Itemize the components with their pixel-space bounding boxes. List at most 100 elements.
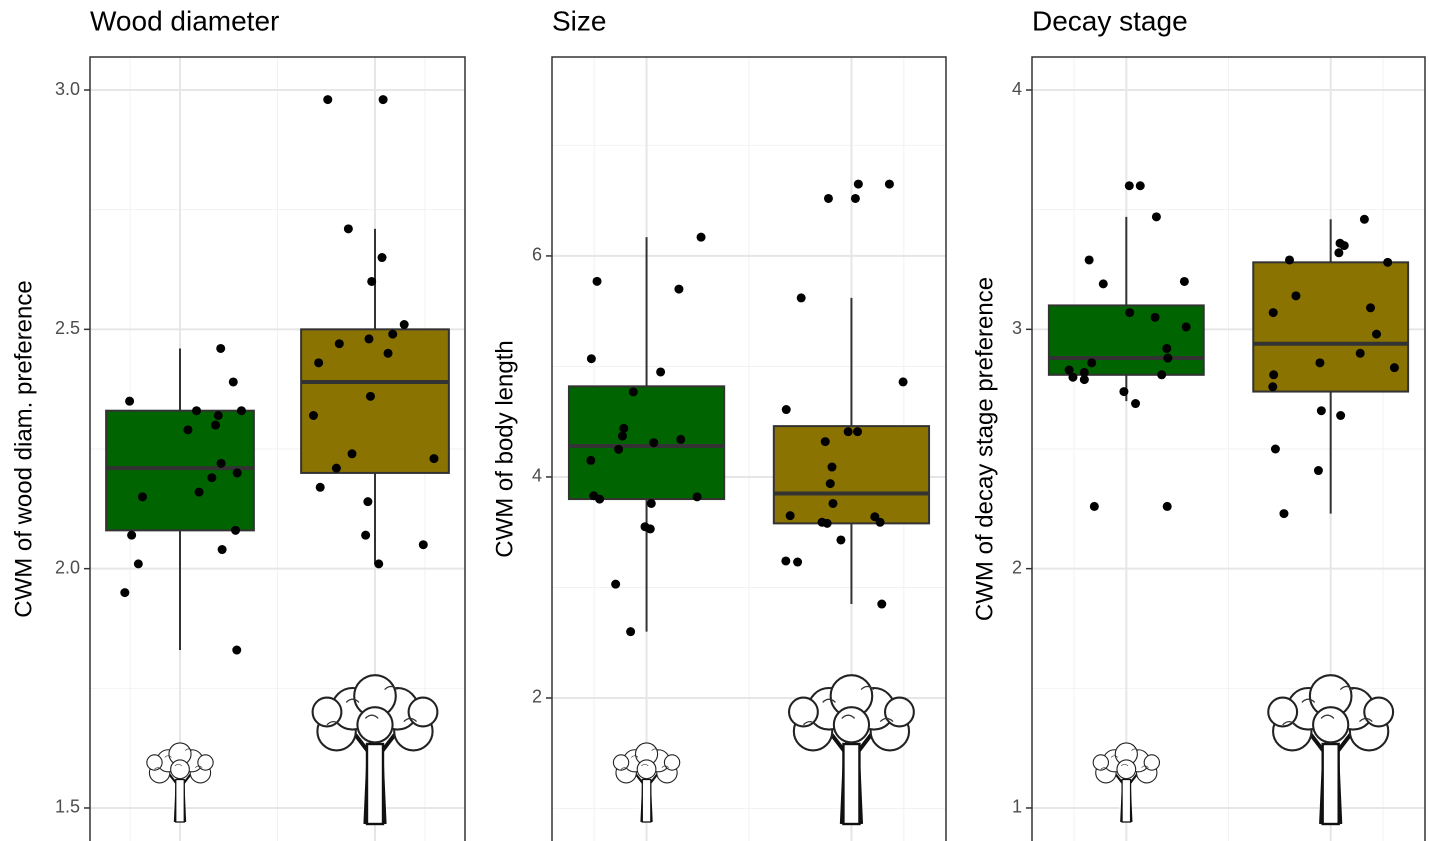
tree-icon — [613, 743, 679, 822]
data-point — [1125, 181, 1134, 190]
data-point — [211, 421, 220, 430]
y-tick-label: 2.5 — [55, 318, 80, 338]
data-point — [1131, 399, 1140, 408]
data-point — [1090, 502, 1099, 511]
data-point — [1360, 215, 1369, 224]
data-point — [826, 479, 835, 488]
data-point — [885, 180, 894, 189]
data-point — [1285, 255, 1294, 264]
panel-title: Size — [552, 5, 606, 36]
data-point — [183, 425, 192, 434]
data-point — [649, 438, 658, 447]
data-point — [626, 627, 635, 636]
data-point — [378, 253, 387, 262]
panel-title: Wood diameter — [90, 5, 279, 36]
data-point — [217, 459, 226, 468]
data-point — [1163, 502, 1172, 511]
data-point — [1340, 241, 1349, 250]
data-point — [388, 330, 397, 339]
data-point — [656, 367, 665, 376]
data-point — [1372, 330, 1381, 339]
y-tick-label: 2 — [1012, 557, 1022, 577]
data-point — [379, 95, 388, 104]
data-point — [1336, 411, 1345, 420]
data-point — [363, 497, 372, 506]
y-axis-label: CWM of decay stage preference — [971, 277, 998, 621]
data-point — [125, 397, 134, 406]
data-point — [1271, 445, 1280, 454]
data-point — [1356, 349, 1365, 358]
data-point — [646, 524, 655, 533]
data-point — [619, 424, 628, 433]
data-point — [384, 349, 393, 358]
data-point — [1182, 322, 1191, 331]
data-point — [1125, 308, 1134, 317]
data-point — [344, 224, 353, 233]
box — [301, 329, 449, 473]
data-point — [793, 558, 802, 567]
data-point — [314, 358, 323, 367]
data-point — [593, 277, 602, 286]
data-point — [237, 406, 246, 415]
data-point — [693, 492, 702, 501]
y-tick-label: 4 — [532, 466, 542, 486]
data-point — [1162, 344, 1171, 353]
data-point — [797, 293, 806, 302]
box — [774, 426, 929, 523]
data-point — [877, 600, 886, 609]
data-point — [1291, 291, 1300, 300]
data-point — [366, 392, 375, 401]
data-point — [853, 427, 862, 436]
data-point — [876, 518, 885, 527]
box — [106, 411, 254, 531]
data-point — [1268, 382, 1277, 391]
data-point — [1314, 466, 1323, 475]
data-point — [120, 588, 129, 597]
data-point — [851, 194, 860, 203]
data-point — [618, 432, 627, 441]
data-point — [586, 456, 595, 465]
data-point — [233, 468, 242, 477]
data-point — [1119, 387, 1128, 396]
data-point — [697, 233, 706, 242]
data-point — [1334, 248, 1343, 257]
data-point — [207, 473, 216, 482]
data-point — [828, 499, 837, 508]
tree-icon — [313, 675, 438, 824]
data-point — [195, 488, 204, 497]
data-point — [821, 437, 830, 446]
box — [1049, 305, 1204, 374]
data-point — [1390, 363, 1399, 372]
data-point — [786, 511, 795, 520]
data-point — [647, 499, 656, 508]
y-axis-label: CWM of body length — [491, 340, 518, 557]
data-point — [429, 454, 438, 463]
tree-icon — [789, 675, 914, 824]
data-point — [1087, 358, 1096, 367]
data-point — [614, 445, 623, 454]
data-point — [1157, 370, 1166, 379]
data-point — [419, 540, 428, 549]
data-point — [611, 580, 620, 589]
data-point — [1269, 370, 1278, 379]
data-point — [232, 646, 241, 655]
data-point — [229, 377, 238, 386]
y-tick-label: 2 — [532, 687, 542, 707]
data-point — [335, 339, 344, 348]
data-point — [629, 387, 638, 396]
data-point — [1180, 277, 1189, 286]
data-point — [676, 435, 685, 444]
tree-icon — [1268, 675, 1393, 824]
data-point — [231, 526, 240, 535]
data-point — [823, 519, 832, 528]
data-point — [374, 559, 383, 568]
data-point — [1152, 212, 1161, 221]
data-point — [1085, 255, 1094, 264]
data-point — [824, 194, 833, 203]
y-tick-label: 3.0 — [55, 79, 80, 99]
data-point — [1383, 258, 1392, 267]
data-point — [595, 495, 604, 504]
